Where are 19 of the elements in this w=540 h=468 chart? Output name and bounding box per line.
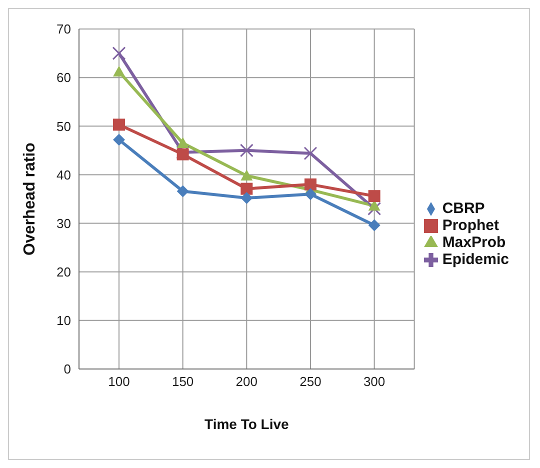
x-axis-title: Time To Live bbox=[204, 416, 290, 432]
legend-label: Prophet bbox=[442, 217, 499, 234]
legend-label: CBRP bbox=[442, 200, 485, 217]
x-tick-label: 200 bbox=[236, 374, 258, 390]
legend-label: MaxProb bbox=[442, 234, 506, 251]
y-tick-label: 70 bbox=[56, 22, 71, 37]
x-tick-label: 250 bbox=[300, 374, 322, 390]
x-tick-label: 150 bbox=[172, 374, 194, 390]
y-axis-title: Overhead ratio bbox=[22, 142, 39, 256]
y-tick-label: 10 bbox=[56, 313, 71, 328]
y-tick-label: 40 bbox=[56, 167, 71, 182]
y-tick-label: 0 bbox=[64, 362, 71, 377]
y-tick-label: 30 bbox=[56, 216, 71, 231]
y-tick-label: 60 bbox=[56, 70, 71, 86]
y-tick-label: 20 bbox=[56, 264, 71, 280]
x-tick-label: 300 bbox=[363, 374, 386, 390]
legend-label: Epidemic bbox=[442, 251, 509, 268]
x-tick-label: 100 bbox=[108, 374, 130, 390]
y-tick-label: 50 bbox=[56, 118, 71, 134]
